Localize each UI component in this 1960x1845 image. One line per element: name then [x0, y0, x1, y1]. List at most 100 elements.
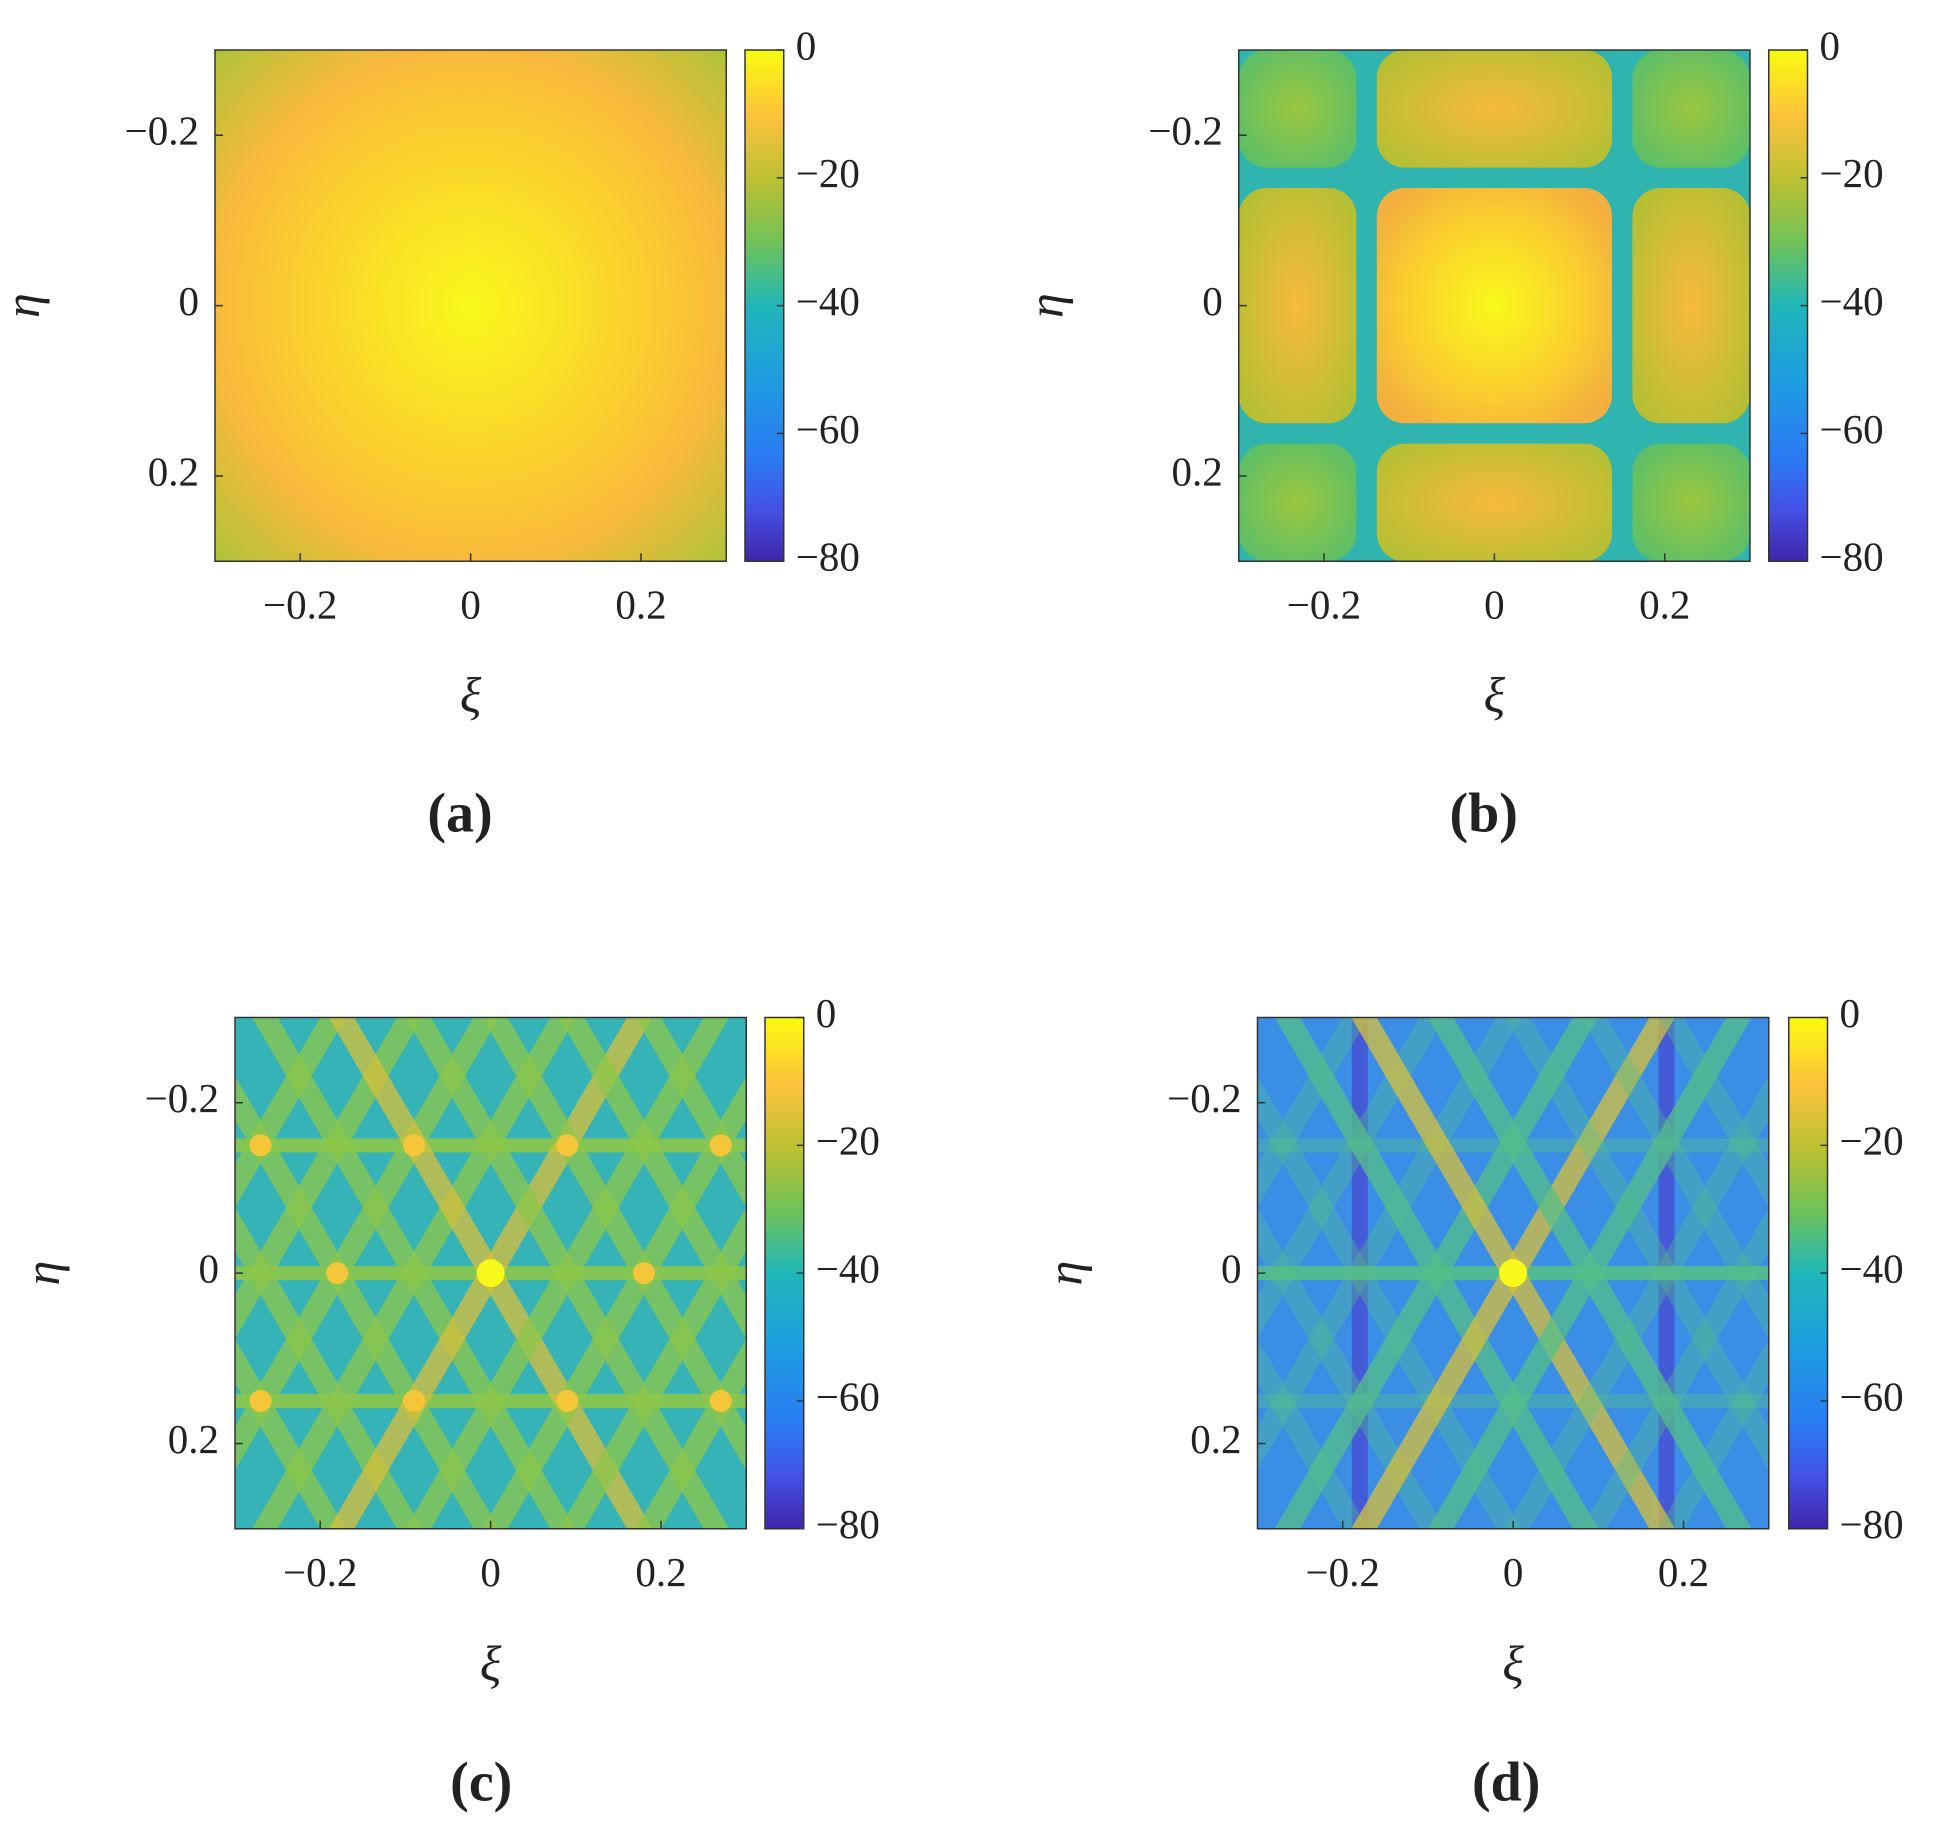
- panel: −0.2 0 0.2 −0.2 0 0.2 −80 −60 −40 −20 0 ξ η (c): [14, 990, 880, 1813]
- heatmap-band: [1257, 1076, 1522, 1529]
- y-axis-label: η: [0, 293, 50, 318]
- y-tick-label: −0.2: [125, 108, 199, 154]
- y-tick-label: 0.2: [1190, 1416, 1241, 1462]
- heatmap: [1238, 50, 1750, 562]
- heatmap: [235, 1017, 747, 1529]
- heatmap-region: [1376, 443, 1612, 562]
- x-axis-label: ξ: [480, 1635, 502, 1691]
- y-tick-label: −0.2: [1167, 1075, 1241, 1121]
- x-axis-label: ξ: [1484, 666, 1506, 722]
- heatmap-band: [1504, 1017, 1769, 1471]
- x-tick-label: 0.2: [1639, 582, 1690, 628]
- y-tick-label: 0.2: [1172, 448, 1223, 494]
- heatmap-peak: [709, 1389, 732, 1412]
- y-tick-label: 0.2: [148, 448, 199, 494]
- heatmap-region: [1238, 50, 1357, 168]
- colorbar-tick-label: −60: [816, 1373, 880, 1419]
- heatmap-peak: [249, 1389, 272, 1412]
- panel-caption: (a): [427, 783, 492, 845]
- heatmap-peak: [476, 1259, 505, 1288]
- panel: −0.2 0 0.2 −0.2 0 0.2 −80 −60 −40 −20 0 ξ η (b): [1018, 22, 1884, 844]
- y-axis-label: η: [1018, 293, 1074, 318]
- y-tick-label: −0.2: [1148, 108, 1222, 154]
- colorbar-tick-label: −40: [796, 278, 860, 324]
- colorbar-tick-label: −20: [816, 1118, 880, 1164]
- heatmap: [1257, 1017, 1769, 1529]
- colorbar-tick-label: −40: [1840, 1246, 1904, 1292]
- panel: −0.2 0 0.2 −0.2 0 0.2 −80 −60 −40 −20 0 ξ η (d): [1036, 990, 1904, 1813]
- panel: −0.2 0 0.2 −0.2 0 0.2 −80 −60 −40 −20 0 ξ η (a): [0, 22, 860, 844]
- heatmap-image: [215, 50, 727, 562]
- x-tick-label: 0: [480, 1549, 501, 1595]
- panel-caption: (c): [450, 1751, 512, 1813]
- heatmap-peak: [249, 1134, 272, 1157]
- heatmap-region: [1632, 443, 1750, 562]
- x-tick-label: 0: [1484, 582, 1505, 628]
- heatmap-peak: [402, 1134, 425, 1157]
- y-tick-label: −0.2: [145, 1075, 219, 1121]
- heatmap-region: [1376, 50, 1612, 168]
- heatmap-region: [1632, 188, 1750, 424]
- panel-caption: (d): [1472, 1751, 1540, 1813]
- heatmap-band: [1257, 1017, 1522, 1471]
- colorbar-tick-label: −80: [816, 1501, 880, 1547]
- heatmap-peak: [633, 1262, 655, 1285]
- x-tick-label: 0.2: [1658, 1549, 1709, 1595]
- x-tick-label: 0.2: [615, 582, 666, 628]
- colorbar-tick-label: 0: [1820, 22, 1841, 68]
- x-tick-label: 0.2: [635, 1549, 686, 1595]
- y-tick-label: 0: [1202, 278, 1223, 324]
- heatmap-band: [1257, 1207, 1445, 1529]
- colorbar-tick-label: 0: [796, 22, 817, 68]
- y-axis-label: η: [14, 1261, 70, 1286]
- heatmap-band: [1427, 1017, 1752, 1529]
- x-tick-label: −0.2: [1287, 582, 1361, 628]
- heatmap-band: [405, 1017, 730, 1529]
- heatmap-peak: [402, 1389, 425, 1412]
- colorbar-tick-label: −20: [796, 150, 860, 196]
- colorbar-tick-label: −60: [1820, 406, 1884, 452]
- colorbar-tick-label: −40: [1820, 278, 1884, 324]
- heatmap-region: [1238, 443, 1357, 562]
- heatmap-region: [1376, 188, 1612, 424]
- heatmap-band: [1581, 1017, 1769, 1339]
- y-tick-label: 0: [199, 1246, 220, 1292]
- x-tick-label: 0: [460, 582, 481, 628]
- heatmap-peak: [709, 1134, 732, 1157]
- heatmap-band: [1257, 1017, 1445, 1339]
- colorbar-tick-label: 0: [816, 990, 837, 1036]
- heatmap-peak: [556, 1134, 579, 1157]
- heatmap-peak: [326, 1262, 349, 1285]
- colorbar-tick-label: −80: [1840, 1501, 1904, 1547]
- heatmap-band: [1504, 1076, 1769, 1529]
- heatmap-band: [235, 1017, 423, 1339]
- colorbar-tick-label: −40: [816, 1246, 880, 1292]
- x-tick-label: −0.2: [283, 1549, 357, 1595]
- y-axis-label: η: [1036, 1261, 1092, 1286]
- colorbar-tick-label: 0: [1840, 990, 1861, 1036]
- colorbar-tick-label: −20: [1820, 150, 1884, 196]
- heatmap-peak: [1499, 1259, 1528, 1288]
- heatmap-band: [558, 1207, 747, 1529]
- x-axis-label: ξ: [460, 666, 482, 722]
- heatmap-region: [1238, 188, 1357, 424]
- heatmap-band: [1581, 1207, 1769, 1529]
- heatmap-band: [252, 1017, 576, 1529]
- colorbar-tick-label: −80: [1820, 534, 1884, 580]
- x-tick-label: −0.2: [263, 582, 337, 628]
- colorbar-tick-label: −60: [1840, 1373, 1904, 1419]
- y-tick-label: 0: [179, 278, 200, 324]
- heatmap-peak: [556, 1389, 579, 1412]
- x-axis-label: ξ: [1502, 1635, 1524, 1691]
- colorbar-tick-label: −60: [796, 406, 860, 452]
- x-tick-label: −0.2: [1306, 1549, 1380, 1595]
- heatmap: [215, 50, 727, 562]
- colorbar-tick-label: −80: [796, 534, 860, 580]
- colorbar-tick-label: −20: [1840, 1118, 1904, 1164]
- y-tick-label: 0.2: [168, 1416, 219, 1462]
- panel-caption: (b): [1450, 783, 1518, 845]
- y-tick-label: 0: [1221, 1246, 1242, 1292]
- x-tick-label: 0: [1503, 1549, 1524, 1595]
